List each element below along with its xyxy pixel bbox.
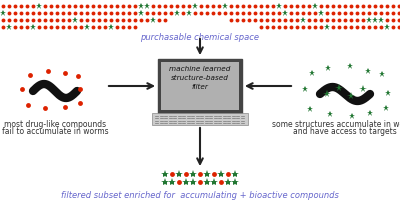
Bar (152, 113, 248, 125)
Text: filtered subset enriched for  accumulating + bioactive compounds: filtered subset enriched for accumulatin… (61, 191, 339, 200)
Bar (161, 62, 239, 110)
Text: and have access to targets: and have access to targets (293, 127, 397, 136)
Text: purchasable chemical space: purchasable chemical space (140, 33, 260, 42)
Text: structure-based: structure-based (171, 75, 229, 81)
Text: filter: filter (192, 84, 208, 90)
Text: machine learned: machine learned (169, 66, 231, 72)
Text: some structures accumulate in worms: some structures accumulate in worms (272, 120, 400, 129)
Text: fail to accumulate in worms: fail to accumulate in worms (2, 127, 108, 136)
Text: most drug-like compounds: most drug-like compounds (4, 120, 106, 129)
Bar (158, 59, 242, 113)
